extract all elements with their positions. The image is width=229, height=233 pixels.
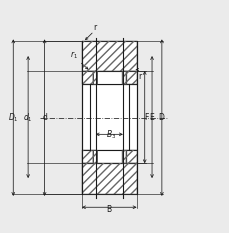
Bar (82, 150, 92, 163)
Bar (121, 71, 125, 84)
Text: F: F (143, 113, 148, 122)
Bar (92, 71, 96, 84)
Bar (121, 150, 125, 163)
Text: r: r (137, 72, 141, 81)
Text: D: D (157, 113, 163, 122)
Text: $d_1$: $d_1$ (23, 111, 33, 124)
Bar (121, 150, 125, 163)
Text: B: B (106, 205, 111, 214)
Text: d: d (42, 113, 47, 122)
Bar (82, 150, 92, 163)
Text: $D_1$: $D_1$ (8, 111, 19, 124)
Bar (121, 71, 125, 84)
Text: E: E (149, 113, 153, 122)
Bar (82, 163, 136, 194)
Text: $B_3$: $B_3$ (105, 129, 116, 141)
Bar (92, 71, 96, 84)
Bar (125, 71, 136, 84)
Bar (82, 71, 92, 84)
Bar (125, 71, 136, 84)
Bar (82, 41, 136, 71)
Text: r: r (92, 23, 96, 32)
Text: $r_1$: $r_1$ (70, 49, 78, 61)
Bar (82, 71, 92, 84)
Bar (92, 71, 125, 84)
Bar (82, 163, 136, 194)
Bar (92, 150, 96, 163)
Bar (125, 150, 136, 163)
Bar (125, 150, 136, 163)
Bar (92, 150, 125, 163)
Bar (82, 41, 136, 71)
Bar (82, 84, 136, 150)
Bar (92, 150, 96, 163)
